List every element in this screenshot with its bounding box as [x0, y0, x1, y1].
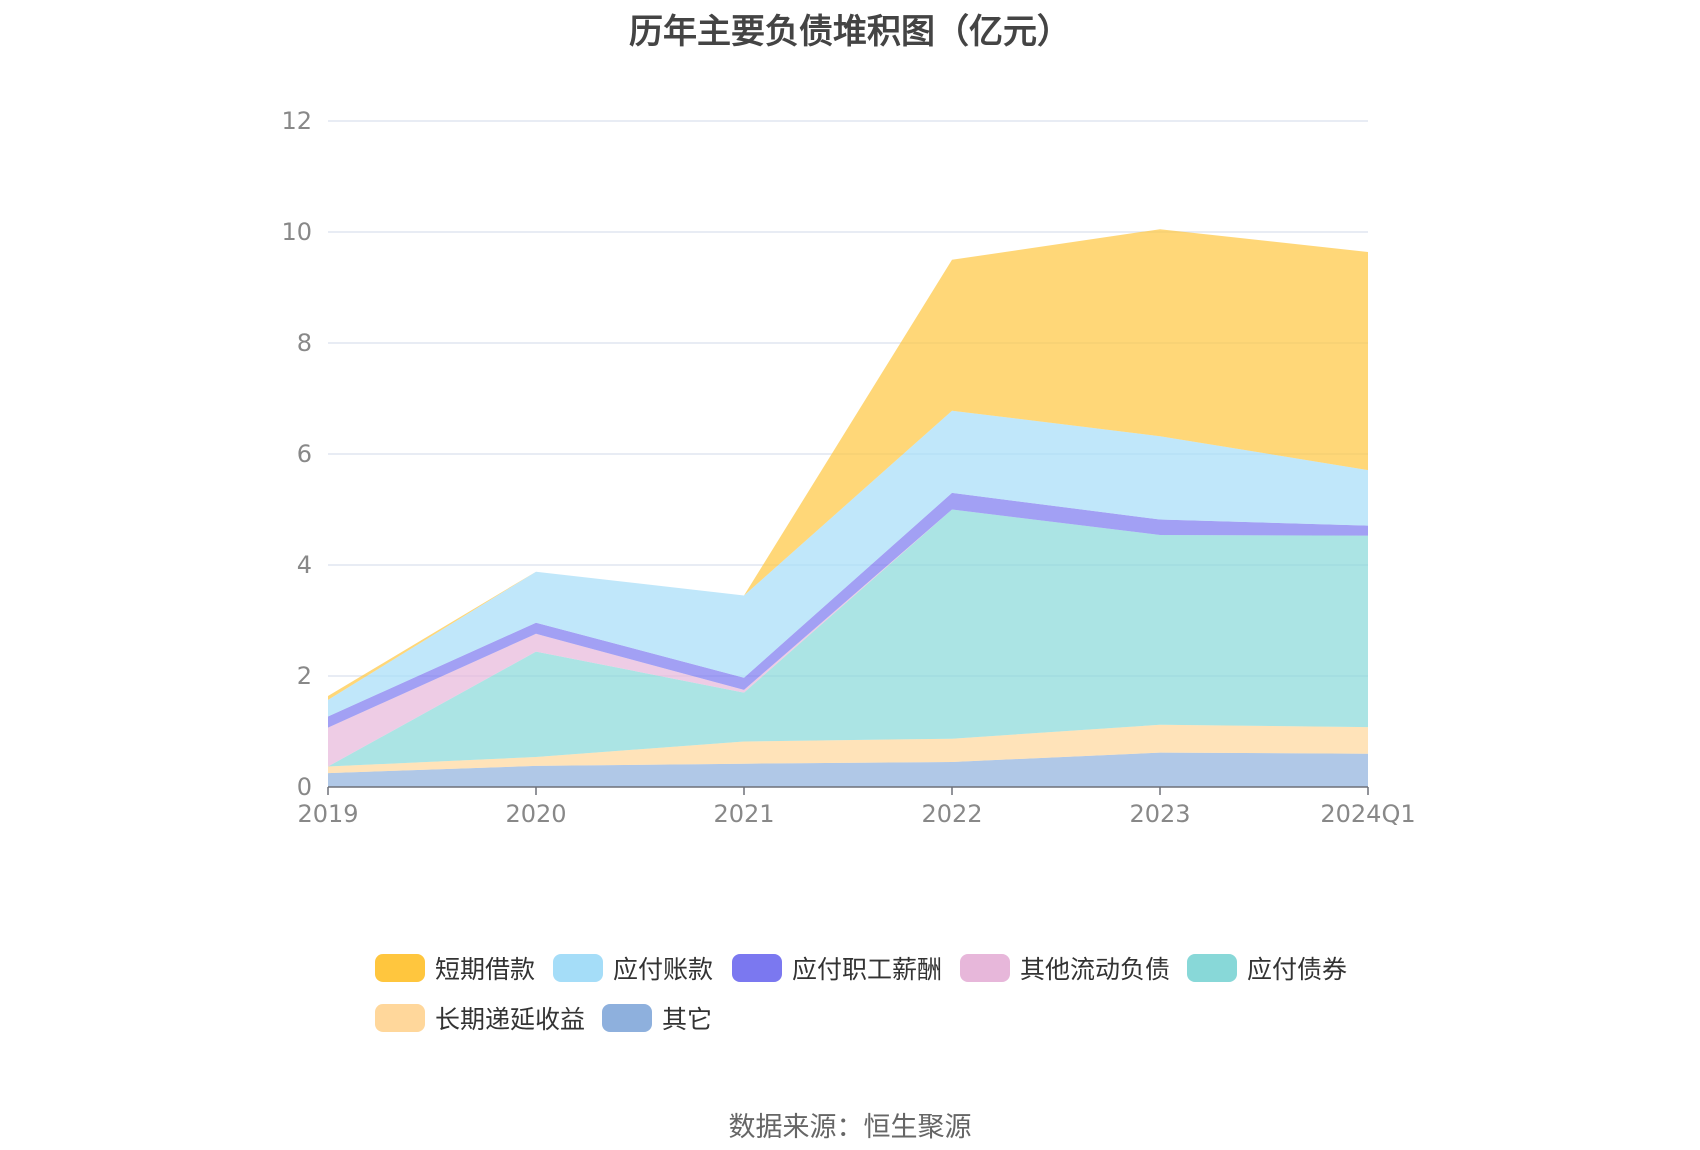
area-series-0 — [328, 752, 1368, 787]
legend-label: 应付职工薪酬 — [792, 955, 943, 984]
legend-item[interactable]: 短期借款 — [375, 950, 535, 986]
legend-swatch — [1187, 954, 1237, 982]
legend-swatch — [602, 1004, 652, 1032]
x-tick-label: 2022 — [921, 800, 982, 828]
x-tick-labels: 2019 2020 2021 2022 2023 2024Q1 — [297, 800, 1415, 828]
legend-label: 短期借款 — [435, 955, 536, 984]
y-tick-labels: 0 2 4 6 8 10 12 — [281, 107, 312, 801]
legend-swatch — [553, 954, 603, 982]
area-chart: 0 2 4 6 8 10 12 2019 2020 2021 2022 2023 2024Q1 — [281, 107, 1415, 828]
legend-item[interactable]: 应付账款 — [553, 950, 713, 986]
x-tick-label: 2020 — [505, 800, 566, 828]
legend-item[interactable]: 应付债券 — [1187, 950, 1347, 986]
legend-item[interactable]: 其他流动负债 — [960, 950, 1170, 986]
chart-title: 历年主要负债堆积图（亿元） — [629, 12, 1071, 52]
y-tick-label: 2 — [297, 662, 312, 690]
legend-swatch — [732, 954, 782, 982]
data-source: 数据来源：恒生聚源 — [728, 1112, 972, 1143]
axes — [327, 786, 1369, 795]
legend-swatch — [375, 1004, 425, 1032]
y-tick-label: 10 — [281, 218, 312, 246]
area-series-2 — [328, 509, 1368, 767]
legend-item[interactable]: 其它 — [602, 1000, 712, 1036]
legend-label: 长期递延收益 — [435, 1005, 586, 1034]
legend-item[interactable]: 应付职工薪酬 — [732, 950, 942, 986]
stacked-areas — [328, 229, 1368, 787]
legend-label: 应付账款 — [613, 955, 714, 984]
area-series-5 — [328, 410, 1368, 717]
y-tick-label: 12 — [281, 107, 312, 135]
legend-label: 其他流动负债 — [1020, 955, 1171, 984]
y-tick-label: 0 — [297, 773, 312, 801]
x-tick-label: 2019 — [297, 800, 358, 828]
x-tick-label: 2024Q1 — [1320, 800, 1415, 828]
x-tick-label: 2023 — [1129, 800, 1190, 828]
area-series-1 — [328, 724, 1368, 774]
area-series-3 — [328, 509, 1368, 767]
x-tick-label: 2021 — [713, 800, 774, 828]
legend-swatch — [960, 954, 1010, 982]
legend-item[interactable]: 长期递延收益 — [375, 1000, 585, 1036]
legend-swatch — [375, 954, 425, 982]
y-tick-label: 4 — [297, 551, 312, 579]
y-tick-label: 8 — [297, 329, 312, 357]
legend-label: 其它 — [662, 1005, 713, 1034]
area-series-6 — [328, 229, 1368, 700]
y-tick-label: 6 — [297, 440, 312, 468]
legend-label: 应付债券 — [1247, 955, 1348, 984]
